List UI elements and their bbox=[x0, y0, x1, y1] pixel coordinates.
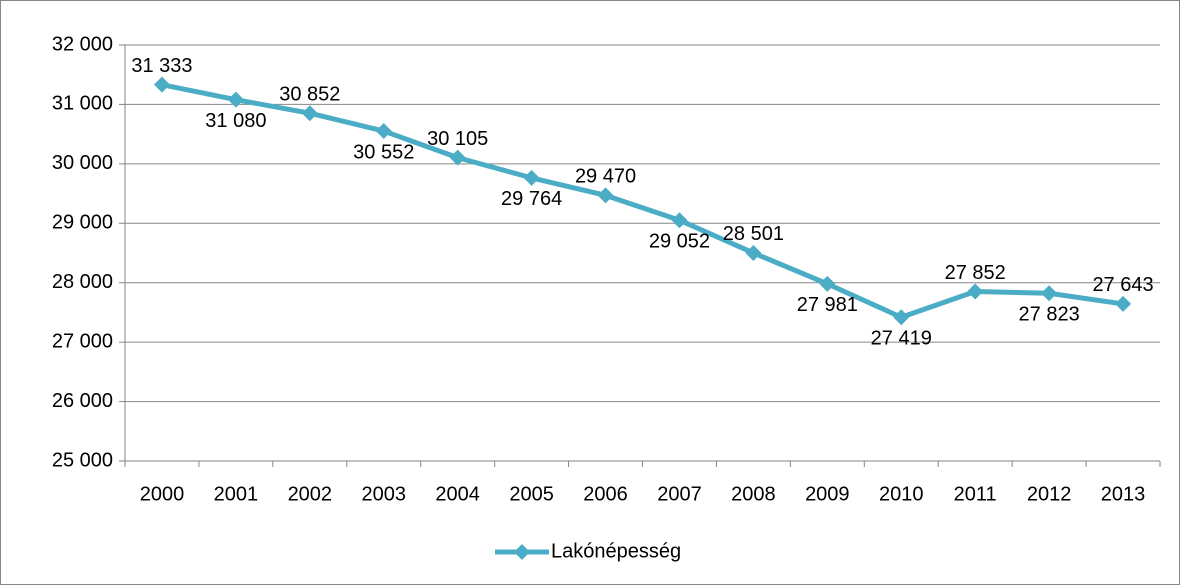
x-tick-label: 2003 bbox=[362, 483, 407, 505]
marker bbox=[153, 76, 170, 93]
x-tick-label: 2008 bbox=[731, 483, 776, 505]
marker bbox=[375, 123, 392, 140]
x-tick-label: 2000 bbox=[140, 483, 185, 505]
marker bbox=[819, 275, 836, 292]
data-label: 30 105 bbox=[427, 128, 488, 150]
legend-marker bbox=[514, 544, 530, 560]
marker bbox=[1115, 295, 1132, 312]
x-tick-label: 2011 bbox=[954, 483, 997, 505]
data-label: 29 764 bbox=[501, 188, 562, 210]
data-label: 27 419 bbox=[871, 328, 932, 350]
data-label: 28 501 bbox=[723, 223, 784, 245]
data-label: 27 852 bbox=[945, 262, 1006, 284]
data-label: 29 470 bbox=[575, 166, 636, 188]
y-tick-label: 28 000 bbox=[52, 271, 113, 293]
marker bbox=[301, 105, 318, 122]
data-label: 29 052 bbox=[649, 230, 710, 252]
y-tick-label: 30 000 bbox=[52, 152, 113, 174]
data-label: 31 080 bbox=[205, 110, 266, 132]
y-tick-label: 29 000 bbox=[52, 212, 113, 234]
data-label: 27 823 bbox=[1019, 304, 1080, 326]
x-tick-label: 2006 bbox=[583, 483, 628, 505]
y-tick-label: 31 000 bbox=[52, 93, 113, 115]
data-label: 27 981 bbox=[797, 294, 858, 316]
line bbox=[161, 82, 1124, 320]
marker bbox=[967, 283, 984, 300]
marker bbox=[671, 212, 688, 229]
x-tick-label: 2013 bbox=[1101, 483, 1146, 505]
x-tick-label: 2009 bbox=[805, 483, 850, 505]
x-tick-label: 2005 bbox=[509, 483, 554, 505]
data-label: 27 643 bbox=[1092, 274, 1153, 296]
marker bbox=[745, 244, 762, 261]
marker bbox=[449, 149, 466, 166]
y-tick-label: 32 000 bbox=[52, 33, 113, 55]
marker bbox=[597, 187, 614, 204]
marker bbox=[523, 169, 540, 186]
y-tick-label: 25 000 bbox=[52, 449, 113, 471]
data-label: 31 333 bbox=[131, 55, 192, 77]
x-tick-label: 2002 bbox=[288, 483, 333, 505]
marker bbox=[893, 309, 910, 326]
legend-label: Lakónépesség bbox=[551, 540, 681, 562]
data-label: 30 852 bbox=[279, 84, 340, 106]
x-tick-label: 2001 bbox=[214, 483, 259, 505]
data-label: 30 552 bbox=[353, 141, 414, 163]
x-tick-label: 2010 bbox=[879, 483, 924, 505]
y-tick-label: 27 000 bbox=[52, 330, 113, 352]
x-tick-label: 2012 bbox=[1027, 483, 1072, 505]
y-tick-label: 26 000 bbox=[52, 390, 113, 412]
x-tick-label: 2004 bbox=[435, 483, 480, 505]
x-tick-label: 2007 bbox=[657, 483, 702, 505]
marker bbox=[227, 91, 244, 108]
marker bbox=[1041, 285, 1058, 302]
